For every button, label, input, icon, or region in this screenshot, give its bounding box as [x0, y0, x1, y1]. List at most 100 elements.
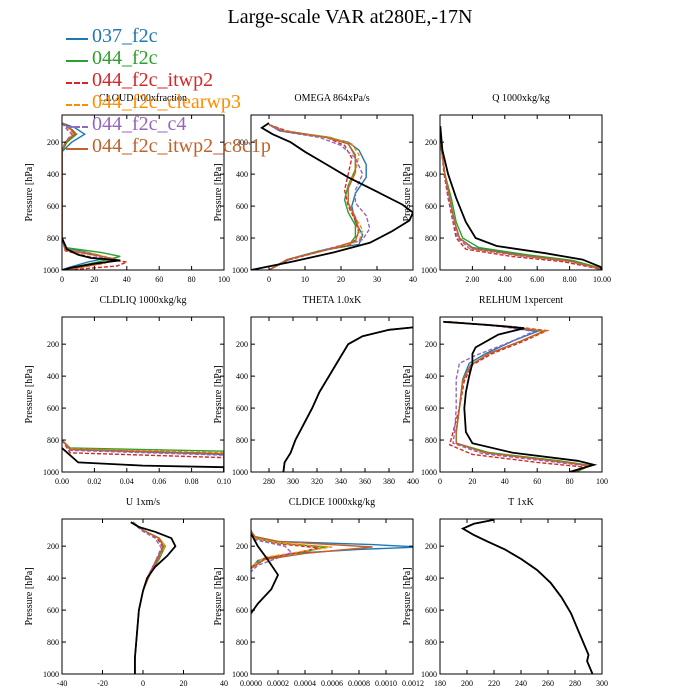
y-tick-label: 400	[47, 170, 59, 179]
y-tick-label: 200	[425, 542, 437, 551]
x-tick-label: 300	[287, 477, 299, 486]
panel-title: T 1xK	[508, 497, 534, 508]
series-line-044-f2c-itwp2	[461, 519, 594, 674]
panel-theta: THETA 1.0xK Pressure [hPa] 280 300 320 340 360…	[213, 295, 419, 486]
panel-cldice: CLDICE 1000xkg/kg Pressure [hPa] 0.0000 0.0…	[213, 497, 424, 688]
series-line-044-f2c-itwp2-c8c1p	[282, 326, 413, 472]
x-tick-label: 0.0008	[348, 679, 370, 688]
y-tick-label: 400	[236, 574, 248, 583]
panel-title: Q 1000xkg/kg	[492, 93, 550, 104]
panel-cldliq: CLDLIQ 1000xkg/kg Pressure [hPa] 0.00 0.02 0…	[24, 295, 231, 486]
y-tick-label: 800	[236, 638, 248, 647]
x-tick-label: 80	[566, 477, 574, 486]
y-axis-label: Pressure [hPa]	[402, 163, 413, 221]
series-line-044-f2c-clearwp3	[282, 326, 413, 472]
panel-title: U 1xm/s	[126, 497, 160, 508]
x-tick-label: 0.0004	[294, 679, 316, 688]
legend-label: 044_f2c_c4	[92, 113, 187, 135]
x-tick-label: 60	[533, 477, 541, 486]
series-line-044-f2c	[132, 521, 167, 674]
y-tick-label: 600	[236, 606, 248, 615]
series-line-044-f2c-clearwp3	[251, 531, 333, 568]
x-tick-label: -40	[57, 679, 68, 688]
series-line-044-f2c	[282, 326, 413, 472]
y-tick-label: 1000	[421, 670, 437, 679]
y-tick-label: 1000	[232, 468, 248, 477]
y-tick-label: 800	[425, 638, 437, 647]
series-line-reference	[251, 122, 413, 270]
legend-swatch	[66, 38, 88, 40]
y-tick-label: 1000	[43, 670, 59, 679]
x-tick-label: 10	[301, 275, 309, 284]
x-tick-label: 0.06	[152, 477, 166, 486]
series-line-044-f2c-itwp2-c8c1p	[251, 530, 373, 570]
x-tick-label: 20	[468, 477, 476, 486]
series-line-044-f2c-itwp2-c8c1p	[440, 126, 602, 270]
panel-frame	[250, 316, 414, 473]
y-tick-label: 800	[236, 234, 248, 243]
y-tick-label: 200	[236, 542, 248, 551]
series-line-037-f2c	[282, 326, 413, 472]
y-tick-label: 800	[47, 638, 59, 647]
y-axis-label: Pressure [hPa]	[24, 365, 35, 423]
y-tick-label: 200	[47, 542, 59, 551]
y-tick-label: 800	[236, 436, 248, 445]
x-tick-label: 200	[461, 679, 473, 688]
x-tick-label: 100	[218, 275, 230, 284]
x-tick-label: 400	[407, 477, 419, 486]
series-line-044-f2c-itwp2-c8c1p	[448, 321, 592, 472]
y-tick-label: 200	[47, 340, 59, 349]
series-group	[251, 529, 413, 614]
x-tick-label: 30	[373, 275, 381, 284]
x-tick-label: 0	[438, 477, 442, 486]
legend-swatch	[66, 148, 88, 150]
panel-title: CLOUD 100xfraction	[99, 93, 187, 104]
y-axis-label: Pressure [hPa]	[402, 365, 413, 423]
y-tick-label: 200	[236, 340, 248, 349]
x-tick-label: 0.02	[87, 477, 101, 486]
x-tick-label: 0	[141, 679, 145, 688]
series-line-044-f2c-itwp2	[440, 126, 602, 270]
x-tick-label: -20	[97, 679, 108, 688]
series-line-044-f2c-itwp2	[62, 439, 224, 472]
panel-u: U 1xm/s Pressure [hPa] -40 -20 0 20 40 200 400 60…	[24, 497, 228, 688]
legend-label: 037_f2c	[92, 25, 158, 47]
series-group	[443, 320, 598, 472]
series-group	[282, 326, 413, 472]
y-axis-label: Pressure [hPa]	[213, 365, 224, 423]
x-tick-label: 0.00	[55, 477, 69, 486]
x-tick-label: 20	[90, 275, 98, 284]
x-tick-label: 340	[335, 477, 347, 486]
x-tick-label: 380	[383, 477, 395, 486]
series-line-reference	[130, 521, 177, 674]
y-axis-label: Pressure [hPa]	[24, 163, 35, 221]
x-tick-label: 80	[188, 275, 196, 284]
y-axis-label: Pressure [hPa]	[24, 567, 35, 625]
x-tick-label: 240	[515, 679, 527, 688]
x-tick-label: 8.00	[563, 275, 577, 284]
panel-t: T 1xK Pressure [hPa] 180 200 220 240 260 280 300…	[402, 497, 608, 688]
panel-frame	[439, 114, 603, 271]
x-tick-label: 300	[596, 679, 608, 688]
x-tick-label: 280	[263, 477, 275, 486]
series-line-044-f2c-itwp2	[448, 321, 586, 472]
y-tick-label: 400	[47, 574, 59, 583]
panel-cloud: CLOUD 100xfraction Pressure [hPa] 0 20 40 60 8…	[24, 93, 230, 284]
y-tick-label: 1000	[232, 266, 248, 275]
series-line-037-f2c	[461, 519, 594, 674]
y-tick-label: 800	[425, 234, 437, 243]
x-tick-label: 40	[123, 275, 131, 284]
y-tick-label: 800	[47, 436, 59, 445]
series-group	[460, 519, 594, 674]
x-tick-label: 100	[596, 477, 608, 486]
x-tick-label: 0.0012	[402, 679, 424, 688]
series-line-044-f2c	[268, 123, 357, 270]
panel-title: OMEGA 864xPa/s	[294, 93, 369, 104]
y-tick-label: 400	[425, 170, 437, 179]
panel-title: CLDLIQ 1000xkg/kg	[100, 295, 187, 306]
x-tick-label: 6.00	[530, 275, 544, 284]
legend-swatch	[66, 104, 88, 106]
panel-frame	[61, 518, 225, 675]
y-tick-label: 600	[47, 606, 59, 615]
